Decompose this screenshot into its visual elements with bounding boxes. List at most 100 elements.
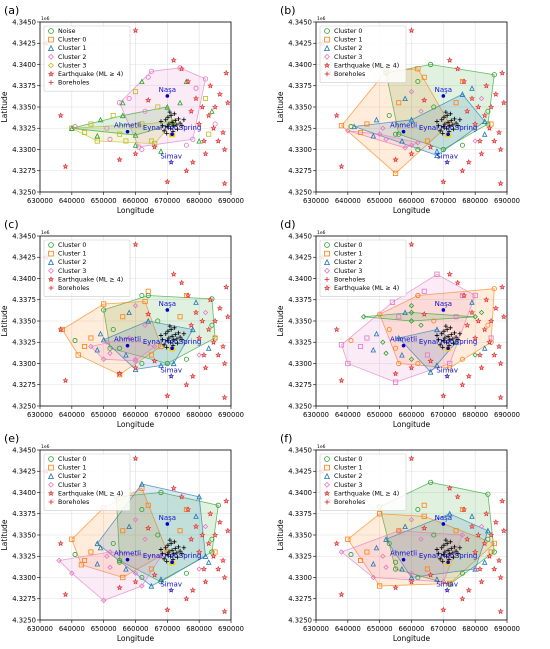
cluster-point bbox=[408, 142, 415, 148]
borehole-marker bbox=[175, 554, 180, 560]
cluster-point bbox=[202, 553, 209, 559]
earthquake-marker bbox=[116, 584, 123, 591]
place-label: Simav bbox=[436, 580, 458, 588]
earthquake-marker bbox=[392, 370, 399, 377]
cluster-point bbox=[209, 549, 215, 555]
cluster-point bbox=[469, 299, 475, 305]
place-marker bbox=[446, 132, 450, 136]
borehole-marker bbox=[174, 122, 180, 128]
borehole-marker bbox=[457, 545, 463, 550]
cluster-point bbox=[139, 583, 145, 589]
cluster-point bbox=[399, 566, 405, 572]
y-tick-label: 4.3400 bbox=[12, 61, 36, 69]
cluster-point bbox=[478, 523, 485, 530]
cluster-point bbox=[431, 318, 437, 324]
earthquake-marker bbox=[488, 531, 495, 538]
place-label: Eynal Hot Spring bbox=[143, 124, 202, 132]
borehole-marker bbox=[165, 115, 171, 120]
earthquake-marker bbox=[184, 78, 192, 85]
x-tick-label: 690000 bbox=[494, 625, 520, 633]
y-tick-label: 4.3400 bbox=[12, 489, 36, 497]
cluster-point bbox=[148, 68, 155, 74]
place-marker bbox=[168, 373, 174, 379]
cluster-point bbox=[97, 544, 104, 551]
borehole-marker bbox=[444, 126, 449, 131]
place-label: Eynal Hot Spring bbox=[143, 552, 202, 560]
cluster-point bbox=[373, 544, 380, 551]
legend-label: Cluster 1 bbox=[58, 45, 86, 52]
earthquake-marker bbox=[189, 373, 196, 379]
legend-marker bbox=[324, 499, 330, 505]
y-tick-label: 4.3425 bbox=[12, 254, 36, 262]
borehole-marker bbox=[168, 554, 173, 559]
borehole-marker bbox=[436, 123, 441, 128]
cluster-point bbox=[155, 532, 161, 538]
cluster-point bbox=[209, 108, 215, 114]
legend-marker bbox=[324, 250, 330, 257]
earthquake-marker bbox=[500, 99, 507, 106]
x-tick-label: 630000 bbox=[27, 411, 53, 419]
cluster-point bbox=[364, 121, 370, 127]
cluster-point bbox=[427, 368, 434, 375]
place-marker bbox=[170, 346, 174, 351]
y-axis-label: Latitude bbox=[0, 305, 9, 336]
cluster-point bbox=[97, 116, 104, 123]
earthquake-marker bbox=[475, 531, 482, 538]
borehole-marker bbox=[177, 548, 183, 554]
legend-label: Boreholes bbox=[58, 285, 89, 292]
place-label: Simav bbox=[160, 152, 182, 160]
cluster-point bbox=[145, 317, 152, 324]
cluster-point bbox=[338, 342, 345, 348]
place-label: Naşa bbox=[159, 514, 176, 522]
borehole-marker bbox=[177, 120, 183, 126]
legend-label: Cluster 3 bbox=[334, 54, 362, 61]
earthquake-marker bbox=[472, 548, 479, 555]
borehole-marker bbox=[451, 126, 456, 132]
borehole-marker bbox=[451, 340, 456, 346]
cluster-point bbox=[485, 527, 491, 534]
place-marker bbox=[168, 159, 174, 165]
borehole-marker bbox=[166, 549, 172, 555]
cluster-point bbox=[110, 541, 116, 547]
earthquake-marker bbox=[205, 112, 212, 119]
earthquake-marker bbox=[202, 364, 209, 371]
earthquake-marker bbox=[221, 146, 228, 153]
legend-label: Boreholes bbox=[334, 276, 365, 283]
cluster-point bbox=[427, 479, 434, 485]
earthquake-marker bbox=[170, 57, 177, 63]
earthquake-marker bbox=[468, 523, 476, 530]
cluster-hull bbox=[385, 513, 489, 578]
borehole-marker bbox=[179, 551, 185, 556]
cluster-point bbox=[376, 131, 383, 137]
cluster-point bbox=[88, 343, 94, 350]
earthquake-marker bbox=[207, 296, 214, 303]
cluster-point bbox=[132, 356, 139, 362]
cluster-point bbox=[485, 536, 491, 542]
earthquake-marker bbox=[215, 565, 222, 572]
earthquake-marker bbox=[427, 571, 434, 578]
earthquake-marker bbox=[475, 103, 482, 110]
borehole-marker bbox=[177, 334, 183, 340]
cluster-point bbox=[203, 96, 209, 102]
cluster-point bbox=[415, 66, 421, 72]
borehole-marker bbox=[174, 550, 180, 556]
cluster-point bbox=[145, 74, 151, 80]
place-marker bbox=[446, 346, 450, 351]
earthquake-marker bbox=[497, 608, 504, 615]
y-exponent-label: 1e6 bbox=[41, 230, 50, 236]
cluster-point bbox=[380, 339, 386, 345]
cluster-point bbox=[136, 144, 142, 150]
borehole-marker bbox=[439, 545, 444, 550]
cluster-point bbox=[424, 138, 430, 144]
legend-label: Cluster 3 bbox=[334, 268, 362, 275]
earthquake-marker bbox=[210, 125, 217, 131]
x-tick-label: 650000 bbox=[91, 411, 117, 419]
cluster-point bbox=[104, 553, 110, 559]
earthquake-marker bbox=[196, 334, 203, 341]
earthquake-marker bbox=[189, 587, 196, 593]
legend-label: Cluster 0 bbox=[334, 456, 362, 463]
panel-label: (a) bbox=[4, 4, 19, 17]
cluster-point bbox=[97, 330, 104, 337]
earthquake-marker bbox=[454, 279, 461, 286]
cluster-point bbox=[386, 326, 392, 332]
